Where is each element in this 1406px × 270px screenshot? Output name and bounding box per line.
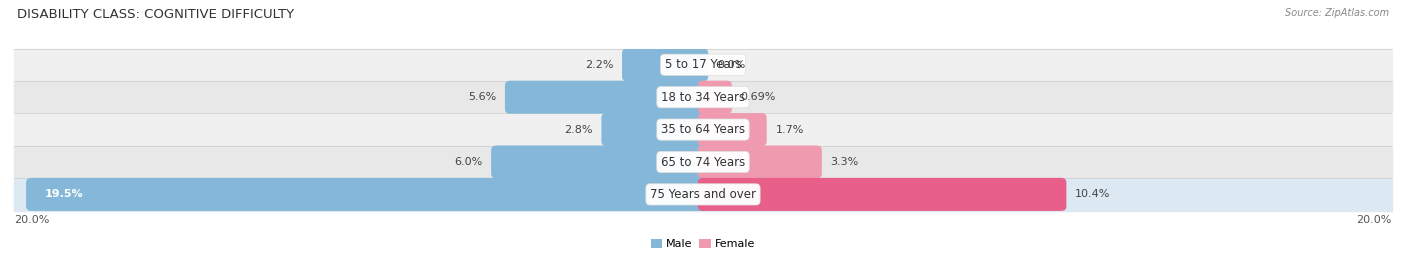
Text: Source: ZipAtlas.com: Source: ZipAtlas.com bbox=[1285, 8, 1389, 18]
FancyBboxPatch shape bbox=[27, 178, 709, 211]
Text: 5 to 17 Years: 5 to 17 Years bbox=[665, 58, 741, 71]
Text: 2.2%: 2.2% bbox=[585, 60, 613, 70]
Text: 6.0%: 6.0% bbox=[454, 157, 482, 167]
Text: 75 Years and over: 75 Years and over bbox=[650, 188, 756, 201]
Text: 0.0%: 0.0% bbox=[717, 60, 745, 70]
FancyBboxPatch shape bbox=[505, 81, 709, 114]
FancyBboxPatch shape bbox=[697, 146, 823, 178]
FancyBboxPatch shape bbox=[697, 113, 766, 146]
Bar bbox=[14, 146, 1392, 178]
FancyBboxPatch shape bbox=[621, 48, 709, 81]
Text: 35 to 64 Years: 35 to 64 Years bbox=[661, 123, 745, 136]
Text: 1.7%: 1.7% bbox=[775, 124, 804, 135]
FancyBboxPatch shape bbox=[697, 178, 1066, 211]
Bar bbox=[14, 178, 1392, 211]
Text: 20.0%: 20.0% bbox=[14, 215, 49, 225]
Bar bbox=[14, 113, 1392, 146]
Text: 18 to 34 Years: 18 to 34 Years bbox=[661, 91, 745, 104]
Legend: Male, Female: Male, Female bbox=[647, 234, 759, 254]
Text: 20.0%: 20.0% bbox=[1357, 215, 1392, 225]
Text: 19.5%: 19.5% bbox=[45, 189, 84, 200]
Text: 5.6%: 5.6% bbox=[468, 92, 496, 102]
Text: 2.8%: 2.8% bbox=[564, 124, 593, 135]
Bar bbox=[14, 81, 1392, 113]
Text: 0.69%: 0.69% bbox=[741, 92, 776, 102]
Bar bbox=[14, 49, 1392, 81]
Text: 65 to 74 Years: 65 to 74 Years bbox=[661, 156, 745, 168]
FancyBboxPatch shape bbox=[697, 81, 733, 114]
Text: 10.4%: 10.4% bbox=[1076, 189, 1111, 200]
Text: 3.3%: 3.3% bbox=[831, 157, 859, 167]
FancyBboxPatch shape bbox=[491, 146, 709, 178]
Text: DISABILITY CLASS: COGNITIVE DIFFICULTY: DISABILITY CLASS: COGNITIVE DIFFICULTY bbox=[17, 8, 294, 21]
FancyBboxPatch shape bbox=[602, 113, 709, 146]
